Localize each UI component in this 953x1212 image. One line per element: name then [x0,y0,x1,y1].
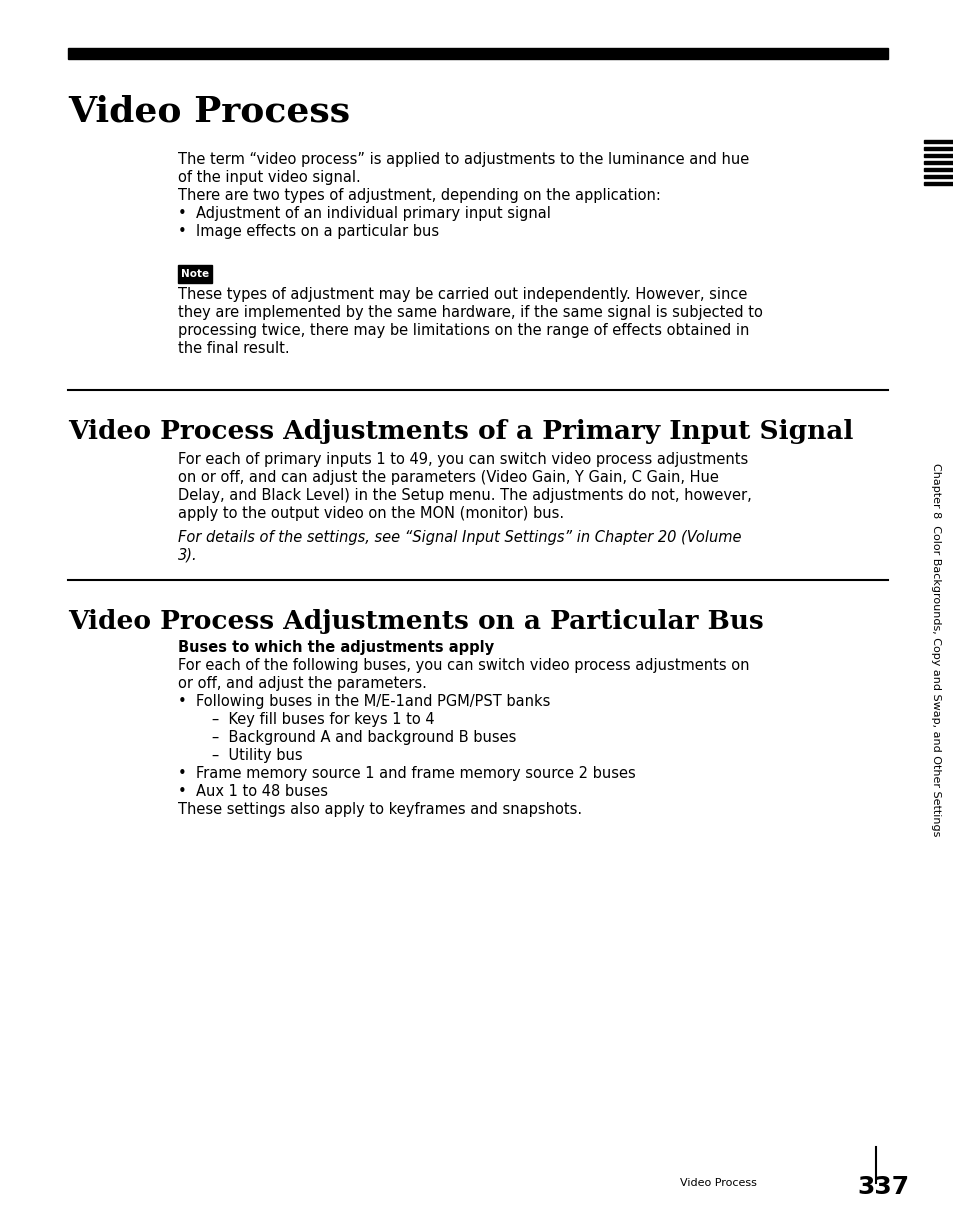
Text: or off, and adjust the parameters.: or off, and adjust the parameters. [178,676,426,691]
Text: These settings also apply to keyframes and snapshots.: These settings also apply to keyframes a… [178,802,581,817]
Text: the final result.: the final result. [178,341,290,356]
Text: processing twice, there may be limitations on the range of effects obtained in: processing twice, there may be limitatio… [178,324,749,338]
Text: 3).: 3). [178,548,197,564]
Text: •  Image effects on a particular bus: • Image effects on a particular bus [178,224,438,239]
Bar [923,154,953,158]
Text: –  Background A and background B buses: – Background A and background B buses [198,730,516,745]
Text: There are two types of adjustment, depending on the application:: There are two types of adjustment, depen… [178,188,660,202]
Text: For each of the following buses, you can switch video process adjustments on: For each of the following buses, you can… [178,658,749,673]
Bar [178,265,212,282]
Text: •  Aux 1 to 48 buses: • Aux 1 to 48 buses [178,784,328,799]
Text: Buses to which the adjustments apply: Buses to which the adjustments apply [178,640,494,654]
Text: Video Process Adjustments on a Particular Bus: Video Process Adjustments on a Particula… [68,608,763,634]
Text: For each of primary inputs 1 to 49, you can switch video process adjustments: For each of primary inputs 1 to 49, you … [178,452,747,467]
Text: Chapter 8  Color Backgrounds, Copy and Swap, and Other Settings: Chapter 8 Color Backgrounds, Copy and Sw… [930,463,940,836]
Bar [923,161,953,164]
Text: Video Process: Video Process [68,95,350,128]
Text: For details of the settings, see “Signal Input Settings” in Chapter 20 (Volume: For details of the settings, see “Signal… [178,530,740,545]
Text: on or off, and can adjust the parameters (Video Gain, Y Gain, C Gain, Hue: on or off, and can adjust the parameters… [178,470,719,485]
Text: –  Utility bus: – Utility bus [198,748,302,764]
Text: of the input video signal.: of the input video signal. [178,170,360,185]
Text: apply to the output video on the MON (monitor) bus.: apply to the output video on the MON (mo… [178,505,563,521]
Text: These types of adjustment may be carried out independently. However, since: These types of adjustment may be carried… [178,287,746,302]
Text: •  Following buses in the M/E-1and PGM/PST banks: • Following buses in the M/E-1and PGM/PS… [178,694,550,709]
Text: they are implemented by the same hardware, if the same signal is subjected to: they are implemented by the same hardwar… [178,305,762,320]
Text: Video Process: Video Process [679,1178,756,1188]
Bar [923,182,953,185]
Text: –  Key fill buses for keys 1 to 4: – Key fill buses for keys 1 to 4 [198,711,435,727]
Bar [923,168,953,171]
Bar [923,175,953,178]
Bar [923,147,953,150]
Text: 337: 337 [857,1174,909,1199]
Text: •  Adjustment of an individual primary input signal: • Adjustment of an individual primary in… [178,206,550,221]
Text: Note: Note [181,269,209,279]
Text: Delay, and Black Level) in the Setup menu. The adjustments do not, however,: Delay, and Black Level) in the Setup men… [178,488,751,503]
Bar [923,141,953,143]
Text: •  Frame memory source 1 and frame memory source 2 buses: • Frame memory source 1 and frame memory… [178,766,635,781]
Text: The term “video process” is applied to adjustments to the luminance and hue: The term “video process” is applied to a… [178,152,748,167]
Text: Video Process Adjustments of a Primary Input Signal: Video Process Adjustments of a Primary I… [68,419,853,444]
Bar [68,48,887,59]
